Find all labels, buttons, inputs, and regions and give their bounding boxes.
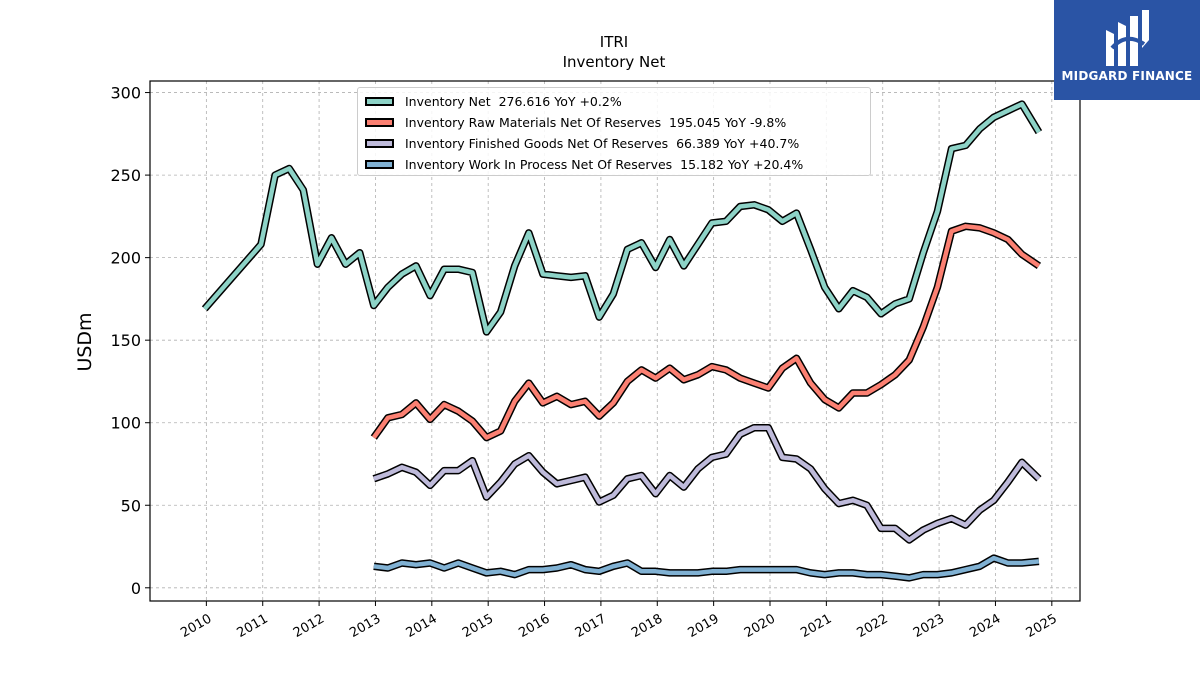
chart-subtitle: Inventory Net — [562, 53, 666, 71]
legend-swatch — [365, 117, 394, 127]
legend-swatch — [365, 138, 394, 148]
legend-entry-finished-goods: Inventory Finished Goods Net Of Reserves… — [365, 133, 799, 153]
y-tick-label: 0 — [131, 579, 141, 598]
y-tick-label: 300 — [110, 84, 141, 103]
y-tick-label: 200 — [110, 249, 141, 268]
x-tick-label: 2010 — [178, 611, 214, 641]
legend-entry-raw-materials: Inventory Raw Materials Net Of Reserves … — [365, 112, 786, 132]
x-tick-label: 2021 — [798, 611, 834, 641]
logo-text: MIDGARD FINANCE — [1061, 69, 1193, 83]
x-tick-label: 2013 — [347, 611, 383, 641]
legend-label: Inventory Finished Goods Net Of Reserves… — [405, 135, 800, 151]
legend-label: Inventory Raw Materials Net Of Reserves … — [405, 114, 787, 130]
y-tick-label: 150 — [110, 331, 141, 350]
plot-frame — [149, 80, 1081, 602]
series-line — [371, 224, 1041, 440]
x-tick-label: 2011 — [235, 611, 271, 641]
x-tick-label: 2025 — [1024, 611, 1060, 641]
x-tick-label: 2012 — [291, 611, 327, 641]
legend-swatch — [365, 159, 394, 169]
series-2 — [372, 423, 1042, 544]
logo-mark-icon — [1106, 10, 1149, 66]
series-line — [373, 555, 1040, 581]
series-lines — [201, 100, 1043, 582]
legend-entry-inventory-net: Inventory Net 276.616 YoY +0.2% — [365, 91, 622, 111]
series-1 — [370, 222, 1042, 442]
legend-label: Inventory Work In Process Net Of Reserve… — [405, 156, 804, 172]
x-tick-label: 2020 — [742, 611, 778, 641]
chart-legend: Inventory Net 276.616 YoY +0.2% Inventor… — [357, 87, 871, 176]
x-tick-label: 2023 — [911, 611, 947, 641]
legend-label: Inventory Net 276.616 YoY +0.2% — [405, 93, 622, 109]
x-tick-label: 2015 — [460, 611, 496, 641]
x-tick-label: 2019 — [685, 611, 721, 641]
x-tick-label: 2022 — [855, 611, 891, 641]
y-tick-label: 50 — [121, 496, 141, 515]
series-line — [203, 101, 1041, 335]
x-tick-label: 2017 — [573, 611, 609, 641]
y-tick-label: 250 — [110, 166, 141, 185]
series-0 — [201, 100, 1043, 336]
brand-logo: MIDGARD FINANCE — [1054, 0, 1200, 100]
x-tick-label: 2016 — [516, 611, 552, 641]
legend-swatch — [365, 96, 394, 106]
x-tick-label: 2014 — [404, 611, 440, 641]
x-tick-label: 2024 — [967, 611, 1003, 641]
legend-entry-work-in-process: Inventory Work In Process Net Of Reserve… — [365, 154, 803, 174]
chart-title: ITRI — [599, 33, 629, 51]
x-tick-label: 2018 — [629, 611, 665, 641]
y-tick-label: 100 — [110, 414, 141, 433]
y-axis-label: USDm — [74, 312, 96, 371]
series-line — [373, 425, 1041, 543]
series-3 — [373, 554, 1040, 582]
